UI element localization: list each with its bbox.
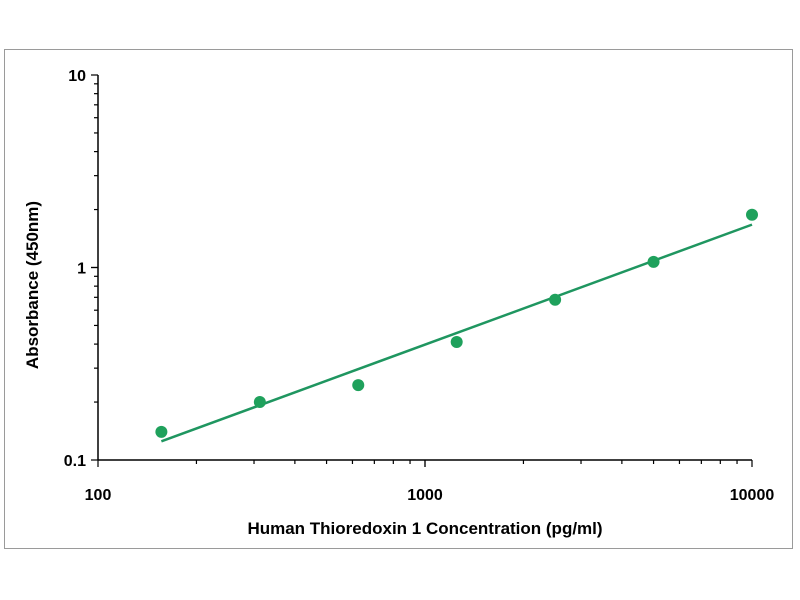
data-point [450, 336, 463, 349]
x-tick-label: 10000 [730, 487, 775, 504]
data-point [352, 379, 365, 392]
data-point [549, 293, 562, 306]
y-tick-label: 10 [68, 68, 86, 85]
data-points [155, 208, 758, 438]
y-ticks [91, 74, 98, 461]
data-point [253, 396, 266, 409]
data-point [647, 255, 660, 268]
x-ticks [97, 460, 753, 467]
x-axis-title: Human Thioredoxin 1 Concentration (pg/ml… [247, 519, 602, 538]
chart-frame [4, 49, 793, 549]
y-tick-label: 0.1 [64, 453, 86, 470]
x-tick-label: 100 [85, 487, 112, 504]
y-axis-title: Absorbance (450nm) [23, 201, 42, 369]
trendline [160, 223, 753, 443]
y-tick-labels: 0.1 1 10 [64, 68, 86, 470]
y-tick-label: 1 [77, 261, 86, 278]
x-tick-labels: 100 1000 10000 [85, 487, 775, 504]
data-point [746, 208, 758, 221]
x-tick-label: 1000 [407, 487, 443, 504]
data-point [155, 425, 168, 438]
